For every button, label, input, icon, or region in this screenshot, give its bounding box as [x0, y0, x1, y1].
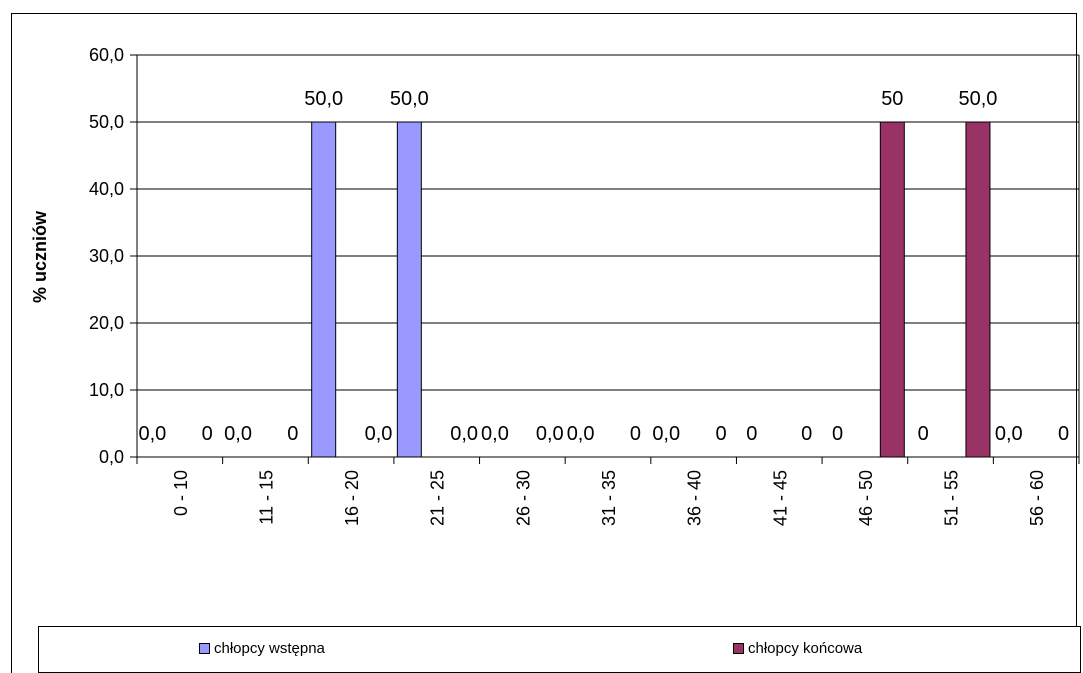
y-tick-label: 40,0 [89, 179, 124, 199]
y-tick-label: 30,0 [89, 246, 124, 266]
y-tick-label: 0,0 [99, 447, 124, 467]
x-tick-label: 41 - 45 [770, 470, 790, 526]
legend-label-series-1: chłopcy wstępna [214, 640, 325, 657]
bar [879, 121, 905, 458]
bars [311, 121, 991, 458]
x-tick-label: 11 - 15 [256, 470, 276, 525]
data-label: 50,0 [390, 88, 429, 110]
data-label: 50 [881, 88, 903, 110]
data-label: 0 [287, 423, 298, 445]
x-tick-label: 51 - 55 [942, 470, 962, 526]
legend-item-series-2: chłopcy końcowa [733, 640, 862, 657]
y-tick-label: 10,0 [89, 380, 124, 400]
legend-swatch-series-1 [199, 643, 210, 654]
data-label: 0,0 [481, 423, 509, 445]
data-label: 0,0 [995, 423, 1023, 445]
axes: 0,0 10,0 20,0 30,0 40,0 50,0 60,0 0 - 10 11 - 15… [89, 45, 1080, 526]
x-tick-label: 16 - 20 [342, 470, 362, 526]
gridlines [137, 54, 1079, 391]
x-tick-label: 0 - 10 [171, 470, 191, 516]
data-label: 0 [746, 423, 757, 445]
legend: chłopcy wstępna chłopcy końcowa [38, 626, 1081, 673]
x-tick-label: 26 - 30 [513, 470, 533, 526]
legend-label-series-2: chłopcy końcowa [748, 640, 863, 657]
data-label: 0,0 [139, 423, 167, 445]
x-tick-label: 31 - 35 [599, 470, 619, 526]
data-label: 0 [832, 423, 843, 445]
data-label: 0 [918, 423, 929, 445]
x-tick-label: 46 - 50 [856, 470, 876, 526]
x-tick-label: 56 - 60 [1027, 470, 1047, 526]
y-axis-label: % uczniów [30, 210, 50, 303]
data-label: 0 [630, 423, 641, 445]
legend-swatch-series-2 [733, 643, 744, 654]
data-label: 0 [715, 423, 726, 445]
legend-item-series-1: chłopcy wstępna [199, 640, 325, 657]
bar [965, 121, 991, 458]
data-label: 0,0 [224, 423, 252, 445]
y-tick-label: 50,0 [89, 112, 124, 132]
data-label: 50,0 [958, 88, 997, 110]
data-label: 0,0 [652, 423, 680, 445]
bar [396, 121, 422, 458]
bar [311, 121, 337, 458]
data-label: 0,0 [365, 423, 393, 445]
data-label: 0,0 [567, 423, 595, 445]
x-tick-label: 21 - 25 [428, 470, 448, 526]
data-labels: 0,0 0,050,0 50,00,0 0,0 0,0 0 0 0 0,00 0 0,0 0,0 0,0… [139, 88, 1070, 445]
data-label: 0 [801, 423, 812, 445]
data-label: 0,0 [450, 423, 478, 445]
data-label: 0,0 [536, 423, 564, 445]
x-tick-label: 36 - 40 [685, 470, 705, 526]
data-label: 0 [1058, 423, 1069, 445]
y-tick-label: 60,0 [89, 45, 124, 65]
data-label: 0 [202, 423, 213, 445]
data-label: 50,0 [304, 88, 343, 110]
chart-frame [11, 13, 1077, 673]
y-tick-label: 20,0 [89, 313, 124, 333]
